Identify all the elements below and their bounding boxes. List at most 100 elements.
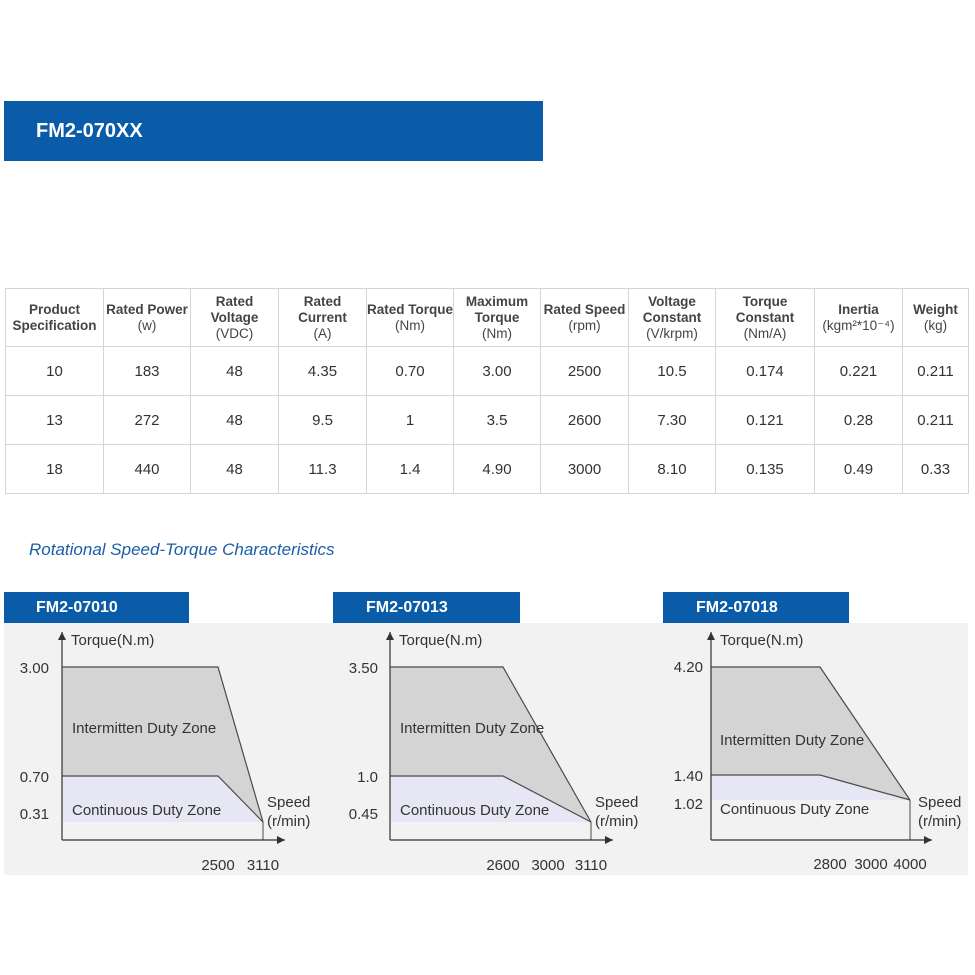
x-tick-label: 4000 (893, 856, 926, 873)
y-axis-arrow-icon (58, 632, 66, 640)
column-header-unit: (VDC) (215, 325, 254, 341)
continuous-zone-area (711, 775, 910, 800)
table-cell: 11.3 (278, 444, 367, 494)
table-cell: 0.135 (715, 444, 815, 494)
column-header: Rated Torque (Nm) (366, 288, 454, 347)
intermittent-zone-boundary (390, 666, 592, 823)
table-row: 18 440 48 11.3 1.4 4.90 3000 8.10 0.135 0.49 0.33 (5, 444, 969, 494)
table-cell: 183 (103, 346, 191, 396)
table-row: 13 272 48 9.5 1 3.5 2600 7.30 0.121 0.28 0.211 (5, 395, 969, 445)
table-cell: 3.5 (453, 395, 541, 445)
continuous-zone-label: Continuous Duty Zone (400, 802, 549, 819)
chart-title-07010: FM2-07010 (4, 592, 189, 623)
column-header-name: Rated Voltage (210, 293, 259, 325)
intermittent-zone-boundary (62, 666, 264, 823)
column-header-unit: (Nm/A) (743, 325, 787, 341)
column-header-unit: (rpm) (568, 317, 601, 333)
y-axis-label: Torque(N.m) (399, 632, 482, 649)
column-header-name: Rated Torque (367, 301, 454, 317)
column-header-unit: (w) (137, 317, 157, 333)
section-title: Rotational Speed-Torque Characteristics (29, 540, 335, 559)
table-cell: 0.211 (902, 346, 969, 396)
product-title: FM2-070XX (36, 119, 143, 142)
chart-title-07013: FM2-07013 (333, 592, 520, 623)
column-header-name: Inertia (838, 301, 879, 317)
x-axis-arrow-icon (924, 836, 932, 844)
column-header-unit: (A) (313, 325, 332, 341)
column-header-name: Maximum Torque (465, 293, 529, 325)
table-cell: 48 (190, 346, 279, 396)
table-cell: 0.33 (902, 444, 969, 494)
intermittent-zone-area (711, 667, 910, 800)
continuous-zone-boundary (62, 775, 264, 823)
x-axis-label: Speed (918, 794, 961, 811)
continuous-zone-label: Continuous Duty Zone (720, 801, 869, 818)
intermittent-zone-label: Intermitten Duty Zone (400, 720, 544, 737)
y-tick-label: 4.20 (674, 659, 703, 676)
continuous-zone-area (62, 776, 263, 822)
table-body: 10 183 48 4.35 0.70 3.00 2500 10.5 0.174 0.221 0.2… (5, 346, 969, 494)
column-header-unit: (Nm) (482, 325, 512, 341)
product-title-bar: FM2-070XX (4, 101, 543, 161)
x-axis-label: Speed (267, 794, 310, 811)
column-header-unit: (V/krpm) (646, 325, 698, 341)
column-header-unit: (kgm²*10⁻⁴) (822, 317, 895, 333)
x-tick-label: 3000 (531, 857, 564, 874)
table-row: 10 183 48 4.35 0.70 3.00 2500 10.5 0.174 0.221 0.2… (5, 346, 969, 396)
x-axis-arrow-icon (605, 836, 613, 844)
x-axis-label: Speed (595, 794, 638, 811)
continuous-zone-boundary (390, 775, 592, 823)
column-header-name: Product Specification (12, 301, 97, 333)
y-tick-label: 0.70 (20, 769, 49, 786)
x-axis-arrow-icon (277, 836, 285, 844)
table-cell: 48 (190, 395, 279, 445)
x-tick-label: 3110 (575, 857, 607, 874)
table-cell: 4.90 (453, 444, 541, 494)
column-header-unit: (Nm) (395, 317, 425, 333)
chart-title-07018: FM2-07018 (663, 592, 849, 623)
x-tick-label: 2800 (813, 856, 846, 873)
column-header: Weight (kg) (902, 288, 969, 347)
table-header-row: Product Specification Rated Power (w) Rated… (5, 288, 969, 347)
table-cell: 1 (366, 395, 454, 445)
table-cell: 272 (103, 395, 191, 445)
table-cell: 4.35 (278, 346, 367, 396)
table-cell: 440 (103, 444, 191, 494)
table-cell: 48 (190, 444, 279, 494)
y-axis-arrow-icon (707, 632, 715, 640)
table-cell: 8.10 (628, 444, 716, 494)
spec-table: Product Specification Rated Power (w) Rated… (5, 288, 969, 494)
intermittent-zone-label: Intermitten Duty Zone (720, 732, 864, 749)
table-cell: 0.221 (814, 346, 903, 396)
column-header: Rated Voltage (VDC) (190, 288, 279, 347)
column-header-name: Torque Constant (735, 293, 795, 325)
x-tick-label: 2500 (201, 857, 234, 874)
y-tick-label: 3.00 (20, 660, 49, 677)
column-header: Torque Constant (Nm/A) (715, 288, 815, 347)
y-axis-label: Torque(N.m) (720, 632, 803, 649)
column-header-name: Rated Power (106, 301, 188, 317)
table-cell: 3000 (540, 444, 629, 494)
column-header-name: Rated Speed (543, 301, 626, 317)
column-header-name: Rated Current (298, 293, 347, 325)
column-header-unit: (kg) (923, 317, 948, 333)
column-header: Voltage Constant (V/krpm) (628, 288, 716, 347)
column-header: Rated Speed (rpm) (540, 288, 629, 347)
y-axis-arrow-icon (386, 632, 394, 640)
x-tick-label: 3000 (854, 856, 887, 873)
continuous-zone-boundary (711, 774, 911, 801)
column-header: Inertia (kgm²*10⁻⁴) (814, 288, 903, 347)
table-cell: 18 (5, 444, 104, 494)
continuous-zone-area (390, 776, 591, 822)
table-cell: 13 (5, 395, 104, 445)
table-cell: 10.5 (628, 346, 716, 396)
y-tick-label: 1.02 (674, 796, 703, 813)
intermittent-zone-label: Intermitten Duty Zone (72, 720, 216, 737)
column-header-name: Voltage Constant (642, 293, 702, 325)
column-header-name: Weight (913, 301, 958, 317)
y-tick-label: 1.0 (357, 769, 378, 786)
table-cell: 0.211 (902, 395, 969, 445)
x-axis-label-unit: (r/min) (595, 813, 638, 830)
x-tick-label: 2600 (486, 857, 519, 874)
y-tick-label: 1.40 (674, 768, 703, 785)
